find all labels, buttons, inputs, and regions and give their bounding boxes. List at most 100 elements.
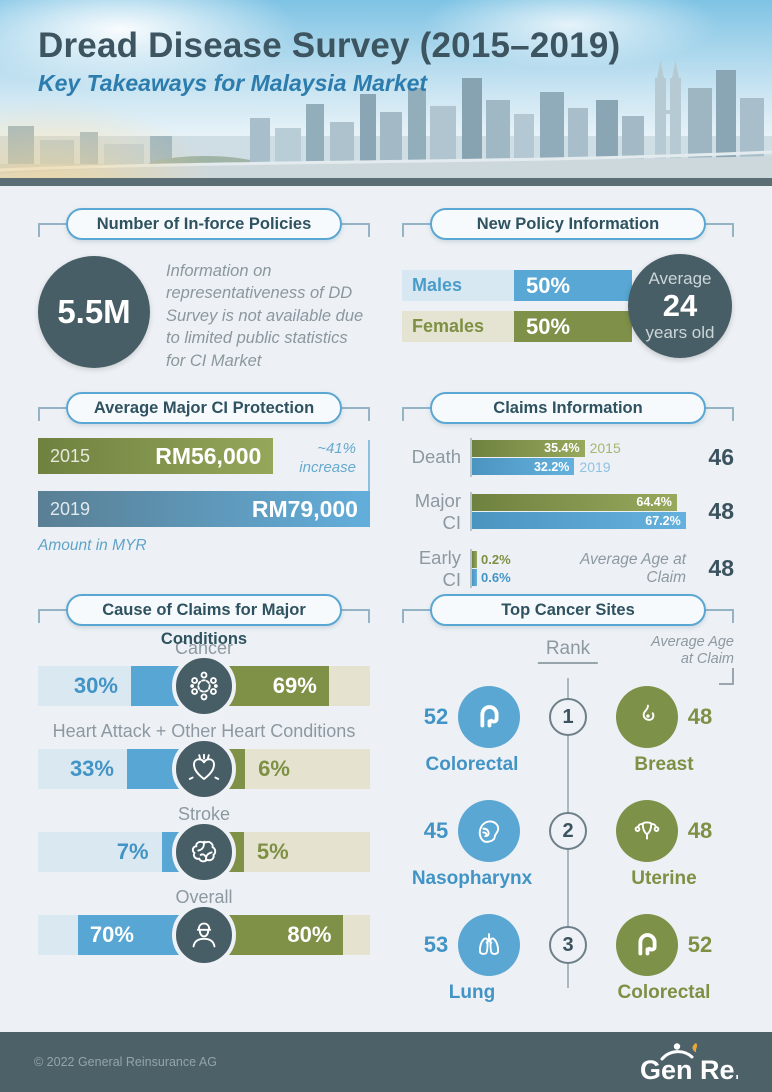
average-age-badge: Average 24 years old bbox=[628, 254, 732, 358]
earlyci-2019-bar bbox=[472, 569, 477, 587]
bracket-decoration bbox=[334, 223, 370, 237]
page-title: Dread Disease Survey (2015–2019) bbox=[38, 26, 621, 65]
bar-value: 35.4% bbox=[544, 441, 580, 455]
males-label: Males bbox=[402, 270, 514, 301]
avg-note-connector bbox=[719, 668, 734, 685]
increase-word: increase bbox=[299, 458, 356, 476]
death-2019-bar: 32.2% bbox=[472, 458, 575, 475]
cause-row-cancer: Cancer 30% 69% bbox=[38, 638, 370, 718]
average-age-at-claim-label: Average Age at Claim bbox=[580, 550, 686, 586]
increase-percent: ~41% bbox=[317, 440, 356, 457]
cause-label: Stroke bbox=[177, 804, 231, 824]
bracket-decoration bbox=[334, 407, 370, 421]
bracket-decoration bbox=[334, 609, 370, 623]
bar-year-label: 2019 bbox=[50, 498, 91, 519]
site-age: 48 bbox=[687, 818, 713, 843]
females-bar: Females 50% bbox=[402, 311, 734, 342]
site-name: Uterine bbox=[631, 868, 697, 889]
site-age: 52 bbox=[423, 704, 449, 729]
nasopharynx-icon bbox=[458, 800, 521, 862]
cancer-site-row-2: 45 Nasopharynx 2 bbox=[402, 800, 734, 890]
avg-note-line1: Average Age bbox=[650, 634, 734, 650]
bracket-decoration bbox=[402, 407, 438, 421]
page-subtitle: Key Takeaways for Malaysia Market bbox=[38, 70, 428, 96]
sun-glow-decoration bbox=[0, 90, 240, 178]
cancer-cell-icon bbox=[172, 654, 236, 718]
uterus-icon bbox=[615, 800, 678, 862]
section-title: Number of In-force Policies bbox=[66, 208, 342, 240]
intestine-icon bbox=[458, 686, 521, 748]
lungs-icon bbox=[458, 914, 521, 976]
bar-year-label: 2015 bbox=[50, 445, 91, 466]
site-name: Nasopharynx bbox=[411, 868, 533, 889]
cause-left-value: 33% bbox=[69, 756, 114, 781]
females-label: Females bbox=[402, 311, 514, 342]
average-age-value: 24 bbox=[662, 287, 698, 323]
cause-row-stroke: Stroke 7% 5% bbox=[38, 804, 370, 884]
section-ci-protection: Average Major CI Protection 2015 RM56,00… bbox=[38, 392, 370, 555]
inforce-note: Information on representativeness of DD … bbox=[166, 262, 364, 370]
males-bar-fill: 50% bbox=[514, 270, 632, 301]
cause-label: Overall bbox=[175, 887, 233, 907]
cause-right-value: 69% bbox=[272, 673, 317, 698]
section-header: Top Cancer Sites bbox=[402, 594, 734, 626]
genre-logo: Gen Re. bbox=[640, 1043, 738, 1085]
bracket-decoration bbox=[402, 609, 438, 623]
cancer-site-row-1: 52 Colorectal 1 bbox=[402, 686, 734, 776]
claims-row-death: Death 35.4% 2015 32.2% 2019 bbox=[402, 438, 734, 477]
site-age: 48 bbox=[687, 704, 713, 729]
cause-left-value: 70% bbox=[89, 922, 134, 947]
legend-2015: 2015 bbox=[589, 440, 621, 456]
claims-row-early-ci: Early CI 0.2% 0.6% Average Age at Claim … bbox=[402, 547, 734, 591]
breast-icon bbox=[615, 686, 678, 748]
cause-row-heart: Heart Attack + Other Heart Conditions 33… bbox=[38, 721, 370, 801]
rank-column-label: Rank bbox=[537, 638, 599, 664]
cause-left-value: 30% bbox=[73, 673, 118, 698]
bracket-decoration bbox=[698, 407, 734, 421]
increase-annotation: ~41% increase bbox=[299, 440, 356, 478]
section-title: Average Major CI Protection bbox=[66, 392, 342, 424]
section-header: Average Major CI Protection bbox=[38, 392, 370, 424]
protection-bar-2015: 2015 RM56,000 bbox=[38, 438, 274, 474]
section-title: Claims Information bbox=[430, 392, 706, 424]
person-icon bbox=[172, 903, 236, 967]
average-age-value: 46 bbox=[708, 443, 734, 470]
section-cause-of-claims: Cause of Claims for Major Conditions Can… bbox=[38, 594, 370, 970]
cancer-site-row-3: 53 Lung 3 bbox=[402, 914, 734, 1004]
bar-value: 32.2% bbox=[533, 459, 570, 474]
cause-label: Cancer bbox=[38, 638, 370, 659]
site-name: Colorectal bbox=[617, 982, 711, 1003]
cause-right-value: 6% bbox=[258, 756, 290, 781]
site-name: Lung bbox=[448, 982, 496, 1003]
bracket-decoration bbox=[38, 609, 74, 623]
section-header: Claims Information bbox=[402, 392, 734, 424]
copyright-text: © 2022 General Reinsurance AG bbox=[34, 1055, 217, 1069]
bar-value: 0.2% bbox=[481, 551, 511, 567]
hero-header: Dread Disease Survey (2015–2019) Key Tak… bbox=[0, 0, 772, 178]
bar-amount: RM79,000 bbox=[251, 495, 358, 522]
brain-icon bbox=[172, 820, 236, 884]
section-top-cancer-sites: Top Cancer Sites Rank Average Age at Cla… bbox=[402, 594, 734, 1028]
claims-row-label: Major CI bbox=[414, 489, 461, 533]
section-header: Cause of Claims for Major Conditions bbox=[38, 594, 370, 648]
rank-badge: 1 bbox=[549, 698, 587, 736]
section-claims-info: Claims Information Death 35.4% 2015 32.2… bbox=[402, 392, 734, 604]
section-title: New Policy Information bbox=[430, 208, 706, 240]
site-age: 52 bbox=[687, 932, 713, 957]
majorci-2015-bar: 64.4% bbox=[472, 493, 677, 511]
average-age-label: Average bbox=[648, 269, 712, 289]
bracket-decoration bbox=[38, 223, 74, 237]
bar-value: 67.2% bbox=[645, 513, 681, 528]
header-divider-band bbox=[0, 178, 772, 186]
bar-value: 0.6% bbox=[481, 570, 511, 586]
claims-row-label: Death bbox=[411, 446, 461, 468]
cause-row-overall: Overall 70% 80% bbox=[38, 887, 370, 967]
protection-bar-2019: 2019 RM79,000 bbox=[38, 491, 370, 527]
cloud-decoration bbox=[420, 0, 720, 70]
section-new-policy: New Policy Information Males 50% Females… bbox=[402, 208, 734, 380]
females-bar-fill: 50% bbox=[514, 311, 632, 342]
site-age: 53 bbox=[423, 932, 449, 957]
site-name: Colorectal bbox=[425, 754, 519, 775]
bar-value: 64.4% bbox=[636, 495, 672, 510]
